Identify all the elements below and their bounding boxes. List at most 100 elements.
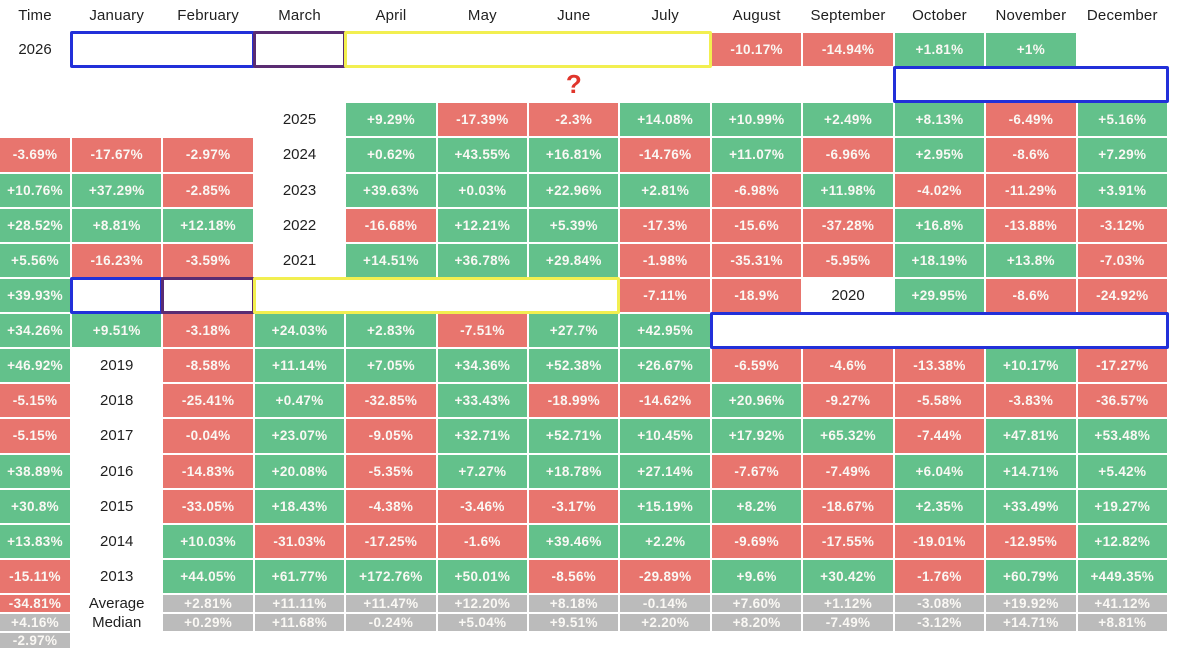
row-label-2024: 2024 (282, 146, 317, 164)
return-cell-2014-january: +10.03% (163, 524, 253, 558)
return-cell-2021-june: -5.95% (803, 243, 893, 277)
row-label-2019: 2019 (100, 357, 134, 375)
return-cell-2018-december: -5.15% (0, 419, 70, 453)
return-cell-average-september: -3.08% (894, 595, 985, 612)
row-label-2023: 2023 (282, 181, 317, 199)
return-cell-2017-february: +23.07% (254, 419, 345, 453)
return-cell-2023-december: +12.18% (163, 208, 253, 242)
return-cell-2014-november: +12.82% (1077, 524, 1167, 558)
return-cell-2025-august: -6.49% (986, 103, 1076, 137)
return-cell-2017-september: -7.44% (894, 419, 985, 453)
return-cell-2025-june: +2.49% (803, 103, 893, 137)
return-cell-2017-november: +53.48% (1077, 419, 1167, 453)
return-cell-2015-december: +13.83% (0, 524, 70, 558)
return-cell-2024-september: +7.29% (1077, 138, 1167, 172)
month-header-december: December (1086, 7, 1158, 24)
return-cell-2024-july: +2.95% (894, 138, 985, 172)
return-cell-2026-february: -14.94% (803, 33, 893, 67)
return-cell-median-november: +8.81% (1077, 614, 1167, 631)
return-cell-2022-may: -15.6% (711, 208, 802, 242)
return-cell-median-march: -0.24% (346, 614, 436, 631)
return-cell-2024-april: -14.76% (620, 138, 710, 172)
return-cell-2020-march: -24.92% (1077, 278, 1167, 312)
month-header-january: January (89, 7, 145, 24)
return-cell-median-april: +5.04% (437, 614, 528, 631)
return-cell-2024-march: +16.81% (529, 138, 619, 172)
row-label-2020: 2020 (831, 286, 865, 304)
return-cell-average-february: +11.11% (254, 595, 345, 612)
return-cell-2023-august: -11.29% (986, 173, 1076, 207)
month-header-february: February (177, 7, 239, 24)
monthly-returns-heatmap: Time January February March April May June July… (0, 7, 1169, 648)
return-cell-2022-july: +16.8% (894, 208, 985, 242)
return-cell-2021-april: -1.98% (620, 243, 710, 277)
highlight-outline-blue-2026 (70, 31, 255, 69)
return-cell-2013-november: +449.35% (1077, 559, 1167, 593)
return-cell-2019-december: -5.15% (0, 384, 70, 418)
return-cell-2019-may: +52.38% (529, 349, 619, 383)
return-cell-2016-may: +18.78% (529, 454, 619, 488)
return-cell-2013-august: +30.42% (803, 559, 893, 593)
return-cell-2025-september: +5.16% (1077, 103, 1167, 137)
row-label-2025: 2025 (282, 111, 317, 129)
return-cell-2024-may: +11.07% (711, 138, 802, 172)
return-cell-2017-march: -9.05% (346, 419, 436, 453)
return-cell-2021-july: +18.19% (894, 243, 985, 277)
return-cell-2018-august: -9.27% (803, 384, 893, 418)
return-cell-2013-september: -1.76% (894, 559, 985, 593)
return-cell-2015-june: +15.19% (620, 489, 710, 523)
return-cell-median-february: +11.68% (254, 614, 345, 631)
return-cell-2015-august: -18.67% (803, 489, 893, 523)
return-cell-2015-march: -4.38% (346, 489, 436, 523)
return-cell-2013-december: -34.81% (0, 595, 70, 612)
return-cell-2023-november: +8.81% (72, 208, 162, 242)
return-cell-2020-june: -3.18% (163, 314, 253, 348)
return-cell-2022-october: +5.56% (0, 243, 70, 277)
return-cell-2025-march: -2.3% (529, 103, 619, 137)
return-cell-median-august: -7.49% (803, 614, 893, 631)
row-label-median: Median (92, 614, 142, 631)
return-cell-average-august: +1.12% (803, 595, 893, 612)
return-cell-2023-february: +0.03% (437, 173, 528, 207)
return-cell-2018-june: -14.62% (620, 384, 710, 418)
empty-cell-2026-september (803, 68, 892, 101)
return-cell-2013-march: +172.76% (346, 559, 436, 593)
return-cell-2020-july: +24.03% (254, 314, 345, 348)
return-cell-2022-december: -3.59% (163, 243, 253, 277)
return-cell-2018-may: -18.99% (529, 384, 619, 418)
return-cell-2015-october: +33.49% (986, 489, 1076, 523)
return-cell-2025-april: +14.08% (620, 103, 710, 137)
return-cell-2017-may: +52.71% (529, 419, 619, 453)
return-cell-2025-november: -17.67% (72, 138, 162, 172)
return-cell-average-november: +41.12% (1077, 595, 1167, 612)
return-cell-2023-january: +39.63% (346, 173, 436, 207)
return-cell-2018-february: +0.47% (254, 384, 345, 418)
return-cell-2017-june: +10.45% (620, 419, 710, 453)
return-cell-2017-august: +65.32% (803, 419, 893, 453)
row-label-2017: 2017 (100, 427, 134, 445)
return-cell-2020-april: +34.26% (0, 314, 70, 348)
return-cell-2019-september: -13.38% (894, 349, 985, 383)
empty-cell-2026-december (163, 103, 252, 136)
return-cell-2016-august: -7.49% (803, 454, 893, 488)
return-cell-2014-august: -17.55% (803, 524, 893, 558)
return-cell-average-december: +4.16% (0, 614, 70, 631)
return-cell-2019-october: +10.17% (986, 349, 1076, 383)
return-cell-2017-april: +32.71% (437, 419, 528, 453)
return-cell-2021-december: -18.9% (711, 278, 802, 312)
month-header-october: October (912, 7, 967, 24)
return-cell-2014-february: -31.03% (254, 524, 345, 558)
return-cell-2021-may: -35.31% (711, 243, 802, 277)
return-cell-2019-march: +7.05% (346, 349, 436, 383)
return-cell-2022-march: +5.39% (529, 208, 619, 242)
return-cell-median-june: +2.20% (620, 614, 710, 631)
highlight-outline-blue-2019 (70, 276, 164, 314)
return-cell-2018-january: -25.41% (163, 384, 253, 418)
return-cell-2013-october: +60.79% (986, 559, 1076, 593)
return-cell-2024-october: +10.76% (0, 173, 70, 207)
return-cell-2018-october: -3.83% (986, 384, 1076, 418)
return-cell-2025-february: -17.39% (437, 103, 528, 137)
return-cell-2016-september: +6.04% (894, 454, 985, 488)
month-header-august: August (732, 7, 781, 24)
return-cell-2021-september: -7.03% (1077, 243, 1167, 277)
